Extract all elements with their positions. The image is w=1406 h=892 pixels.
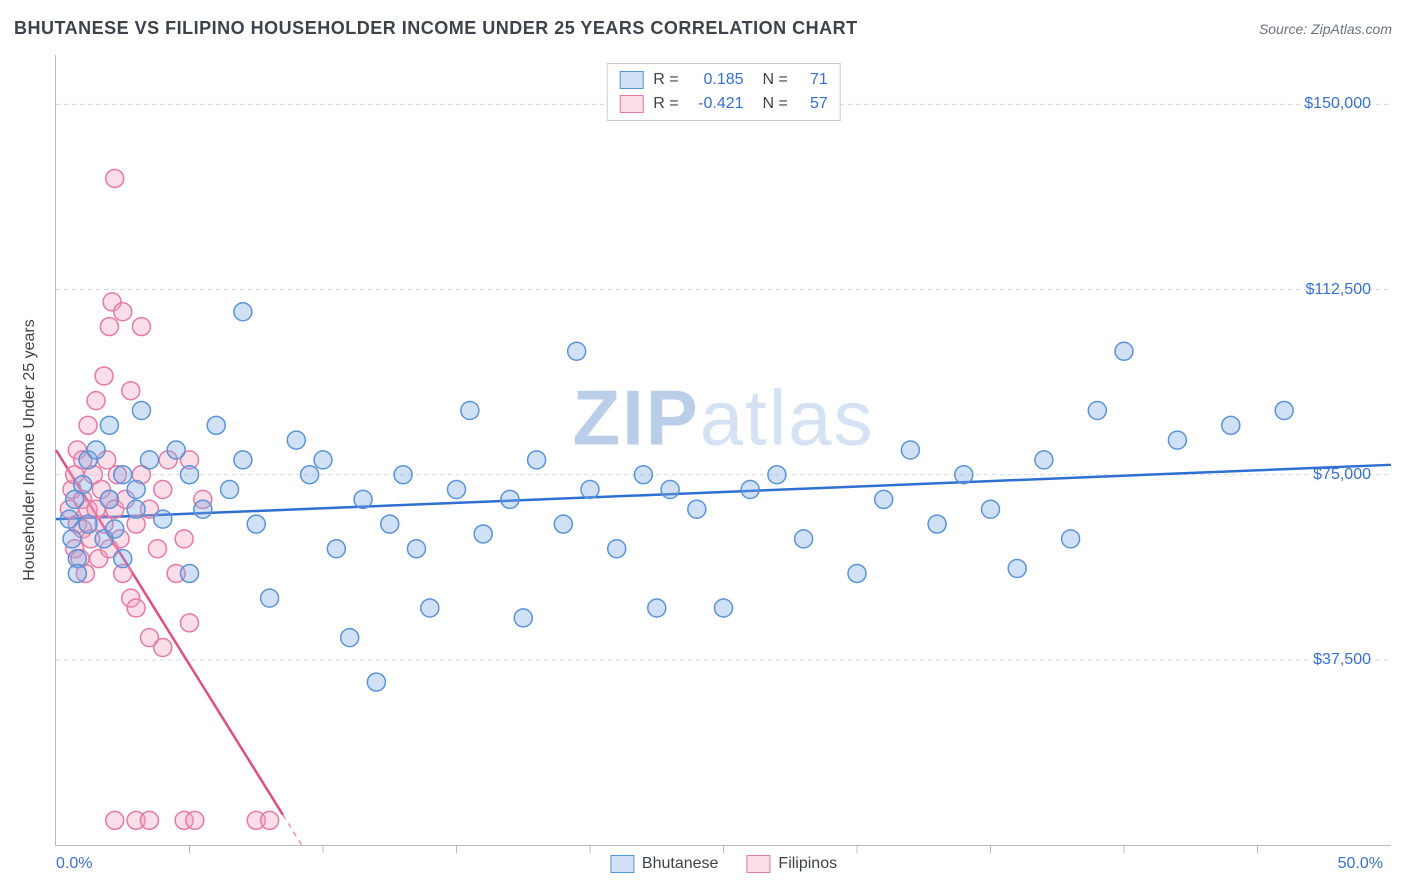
legend-item: Bhutanese <box>610 855 719 873</box>
legend-swatch <box>619 95 643 113</box>
stat-r-value: 0.185 <box>689 68 744 92</box>
y-tick-label: $75,000 <box>1313 466 1371 484</box>
legend-bottom: Bhutanese Filipinos <box>610 855 837 873</box>
stat-r-label: R = <box>653 68 678 92</box>
legend-stats: R = 0.185 N = 71 R = -0.421 N = 57 <box>606 63 841 121</box>
legend-label: Filipinos <box>778 855 837 873</box>
y-tick-label: $37,500 <box>1313 651 1371 669</box>
x-axis-label: 0.0% <box>56 855 92 873</box>
stat-n-label: N = <box>754 68 788 92</box>
chart-svg <box>56 55 1391 845</box>
x-axis-label: 50.0% <box>1338 855 1383 873</box>
legend-label: Bhutanese <box>642 855 719 873</box>
plot-area: ZIPatlas R =0.185 N =71R =-0.421 N =57 B… <box>55 55 1391 846</box>
stat-n-label: N = <box>754 92 788 116</box>
legend-swatch <box>619 71 643 89</box>
stat-n-value: 71 <box>798 68 828 92</box>
stat-n-value: 57 <box>798 92 828 116</box>
chart-container: BHUTANESE VS FILIPINO HOUSEHOLDER INCOME… <box>0 0 1406 892</box>
y-tick-label: $150,000 <box>1304 95 1371 113</box>
title-bar: BHUTANESE VS FILIPINO HOUSEHOLDER INCOME… <box>14 18 1392 39</box>
chart-title: BHUTANESE VS FILIPINO HOUSEHOLDER INCOME… <box>14 18 858 39</box>
source-attribution: Source: ZipAtlas.com <box>1259 21 1392 37</box>
y-axis-title: Householder Income Under 25 years <box>21 319 39 580</box>
legend-stats-row: R = -0.421 N = 57 <box>619 92 828 116</box>
legend-swatch <box>746 855 770 873</box>
legend-stats-row: R = 0.185 N = 71 <box>619 68 828 92</box>
stat-r-value: -0.421 <box>689 92 744 116</box>
y-tick-label: $112,500 <box>1305 281 1371 299</box>
legend-swatch <box>610 855 634 873</box>
legend-item: Filipinos <box>746 855 837 873</box>
stat-r-label: R = <box>653 92 678 116</box>
